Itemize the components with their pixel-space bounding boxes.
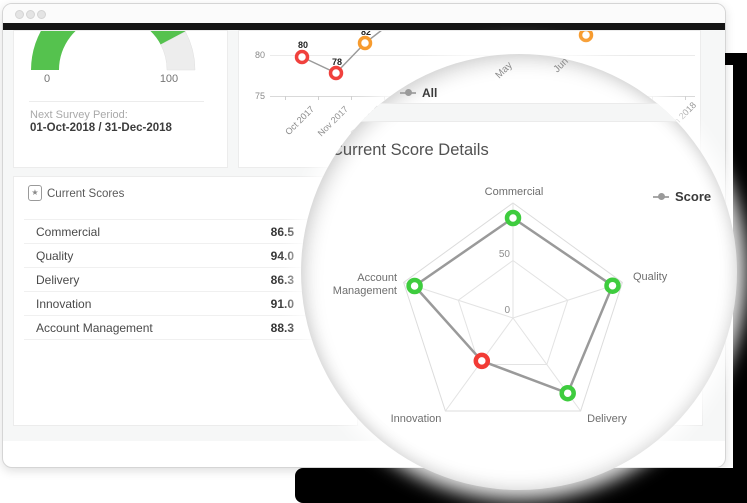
radar-score-polygon <box>413 216 614 395</box>
data-point-oct[interactable] <box>294 49 310 65</box>
mag-card-gap-band <box>301 103 737 122</box>
gauge-card: 0 100 Next Survey Period: 01-Oct-2018 / … <box>13 30 228 168</box>
star-card-icon: ★ <box>28 185 42 201</box>
row-label: Delivery <box>36 273 80 287</box>
radar-spoke <box>512 282 623 319</box>
current-scores-card: ★ Current Scores Commercial 86.5 ⬆ Quali… <box>13 176 358 426</box>
window-control-dot-1[interactable] <box>15 10 24 19</box>
table-row[interactable]: Delivery 86.3 ⬇ <box>24 267 316 291</box>
overall-score-gauge <box>31 31 196 71</box>
row-value: 86.3 <box>270 273 294 287</box>
row-label: Innovation <box>36 297 92 311</box>
radar-tick-50: 50 <box>499 249 511 260</box>
window-control-dot-2[interactable] <box>26 10 35 19</box>
radar-point-quality[interactable] <box>604 277 621 294</box>
trend-line <box>301 31 382 74</box>
gauge-card-divider <box>29 101 204 102</box>
score-details-heading: Current Score Details <box>331 141 489 159</box>
radar-point-delivery[interactable] <box>559 384 576 402</box>
row-value: 86.5 <box>270 225 294 239</box>
next-survey-value: 01-Oct-2018 / 31-Dec-2018 <box>30 122 172 134</box>
table-row[interactable]: Account Management 88.3 ⬆ <box>24 315 316 340</box>
point-label-78: 78 <box>332 57 342 67</box>
score-legend-label[interactable]: Score <box>675 189 712 204</box>
current-scores-header: ★ Current Scores <box>14 177 357 211</box>
row-label: Quality <box>36 249 74 263</box>
next-survey-label: Next Survey Period: <box>30 109 128 121</box>
gauge-max-label: 100 <box>159 73 179 85</box>
point-label-80: 80 <box>298 40 308 50</box>
radar-axis-commercial: Commercial <box>485 186 544 198</box>
x-tick <box>652 96 653 100</box>
row-label: Account Management <box>36 321 153 335</box>
x-tick <box>685 96 686 100</box>
x-tick <box>318 96 319 100</box>
x-tick <box>351 96 352 100</box>
magnifier-circle: May Jun All Current Score Details Score <box>301 54 737 490</box>
radar-point-innovation[interactable] <box>473 352 491 370</box>
row-value: 88.3 <box>270 321 294 335</box>
top-black-bar <box>3 23 725 30</box>
y-tick-label-80: 80 <box>254 50 265 60</box>
table-row[interactable]: Commercial 86.5 ⬆ <box>24 219 316 243</box>
all-legend-dot <box>405 89 412 96</box>
radar-axis-account-line2: Management <box>333 285 397 297</box>
all-legend-label[interactable]: All <box>422 86 438 100</box>
x-tick <box>285 96 286 100</box>
data-point-partial[interactable] <box>578 31 594 43</box>
current-scores-title: Current Scores <box>47 188 125 200</box>
point-label-82: 82 <box>361 31 371 37</box>
gridline-80 <box>270 55 695 56</box>
row-value: 91.0 <box>270 297 294 311</box>
radar-axis-delivery: Delivery <box>587 413 627 425</box>
radar-axis-quality: Quality <box>633 271 668 283</box>
radar-outer-ring <box>403 202 623 412</box>
scores-table: Commercial 86.5 ⬆ Quality 94.0 ⬆ Deliver… <box>24 219 316 340</box>
data-point-dec[interactable] <box>357 35 373 51</box>
radar-point-account-management[interactable] <box>406 277 423 295</box>
row-value: 94.0 <box>270 249 294 263</box>
window-titlebar <box>3 4 725 23</box>
radar-point-commercial[interactable] <box>504 209 522 227</box>
score-legend-dot <box>658 193 665 200</box>
row-label: Commercial <box>36 225 101 239</box>
gauge-remainder-segment <box>160 31 196 71</box>
window-control-dot-3[interactable] <box>37 10 46 19</box>
y-tick-label-75: 75 <box>254 91 265 101</box>
radar-axis-innovation: Innovation <box>391 413 442 425</box>
radar-mid-ring <box>457 259 569 365</box>
table-row[interactable]: Quality 94.0 ⬆ <box>24 243 316 267</box>
radar-axis-account-line1: Account <box>357 272 397 284</box>
trend-line-plot: 80 78 82 <box>294 31 594 81</box>
black-frame-right <box>733 53 747 503</box>
data-point-nov[interactable] <box>328 65 344 81</box>
table-row[interactable]: Innovation 91.0 ⬆ <box>24 291 316 315</box>
radar-chart: Commercial Quality Delivery Innovation A… <box>333 186 668 425</box>
gauge-filled-segment <box>31 31 186 70</box>
gauge-min-label: 0 <box>43 73 51 85</box>
radar-tick-0: 0 <box>504 305 510 316</box>
x-tick <box>384 96 385 100</box>
